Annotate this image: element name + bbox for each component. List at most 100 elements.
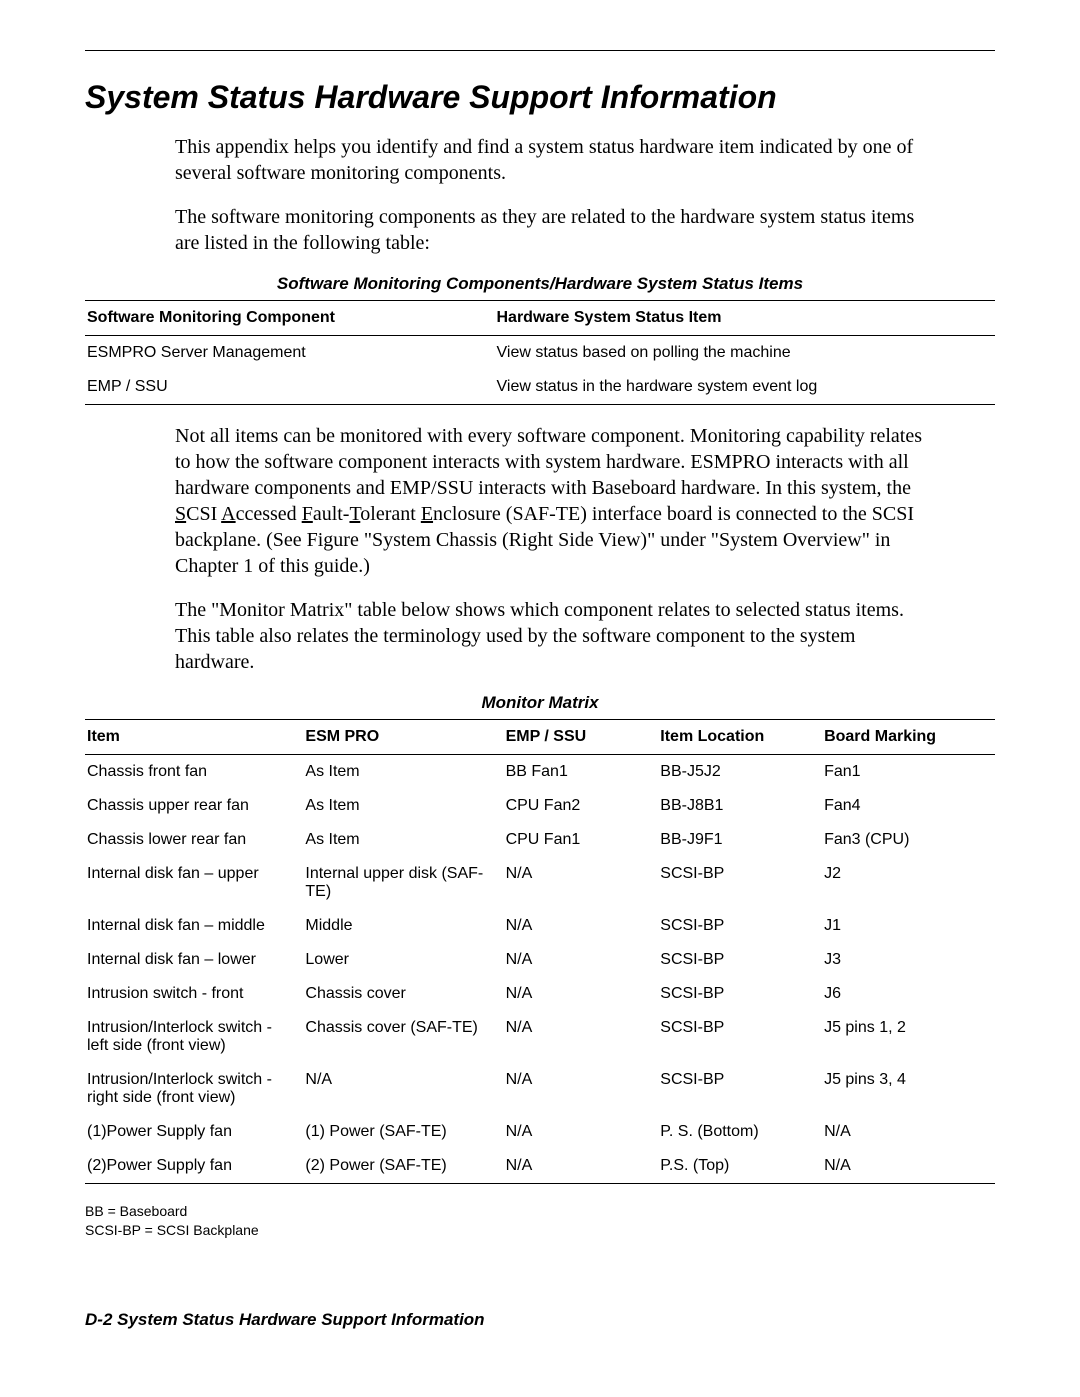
table-cell: SCSI-BP [658,909,822,943]
table-cell: EMP / SSU [85,370,495,405]
table-cell: N/A [504,909,659,943]
table-cell: ESMPRO Server Management [85,336,495,371]
table2-col-1: ESM PRO [303,720,503,755]
table-row: Intrusion/Interlock switch - left side (… [85,1011,995,1063]
footnote-2: SCSI-BP = SCSI Backplane [85,1221,995,1240]
table-row: (1)Power Supply fan(1) Power (SAF-TE)N/A… [85,1115,995,1149]
table-cell: Chassis upper rear fan [85,789,303,823]
table2-col-2: EMP / SSU [504,720,659,755]
table-cell: N/A [504,1011,659,1063]
table-cell: SCSI-BP [658,977,822,1011]
table-cell: Intrusion switch - front [85,977,303,1011]
table-cell: Fan4 [822,789,995,823]
table-cell: As Item [303,789,503,823]
table-cell: Internal disk fan – lower [85,943,303,977]
table-cell: SCSI-BP [658,1063,822,1115]
table-cell: (1) Power (SAF-TE) [303,1115,503,1149]
table-row: Internal disk fan – upperInternal upper … [85,857,995,909]
mid-block: Not all items can be monitored with ever… [175,423,935,675]
page-footer: D-2 System Status Hardware Support Infor… [85,1310,995,1330]
table1-caption: Software Monitoring Components/Hardware … [85,274,995,294]
table-cell: SCSI-BP [658,1011,822,1063]
safte-r3: ault- [313,503,350,525]
intro-paragraph-1: This appendix helps you identify and fin… [175,134,935,186]
page-title: System Status Hardware Support Informati… [85,79,995,116]
table-row: Intrusion/Interlock switch - right side … [85,1063,995,1115]
table-cell: View status based on polling the machine [495,336,996,371]
table-cell: CPU Fan1 [504,823,659,857]
table-cell: N/A [504,977,659,1011]
table-cell: (1)Power Supply fan [85,1115,303,1149]
table-row: Chassis front fanAs ItemBB Fan1BB-J5J2Fa… [85,755,995,790]
table-cell: Chassis front fan [85,755,303,790]
table-cell: Lower [303,943,503,977]
safte-a: A [221,503,235,525]
table1-col-0: Software Monitoring Component [85,301,495,336]
table-cell: BB Fan1 [504,755,659,790]
table-cell: N/A [504,943,659,977]
table2-col-4: Board Marking [822,720,995,755]
table-cell: J1 [822,909,995,943]
safte-t: T [349,503,360,525]
table2-footnotes: BB = Baseboard SCSI-BP = SCSI Backplane [85,1202,995,1240]
table-cell: Middle [303,909,503,943]
table-header-row: Software Monitoring Component Hardware S… [85,301,995,336]
table-row: (2)Power Supply fan(2) Power (SAF-TE)N/A… [85,1149,995,1184]
table-cell: Fan3 (CPU) [822,823,995,857]
top-rule [85,50,995,51]
table-cell: Fan1 [822,755,995,790]
table-cell: P. S. (Bottom) [658,1115,822,1149]
table-cell: Internal disk fan – middle [85,909,303,943]
table-row: EMP / SSUView status in the hardware sys… [85,370,995,405]
table-row: Internal disk fan – lowerLowerN/ASCSI-BP… [85,943,995,977]
table-cell: J5 pins 3, 4 [822,1063,995,1115]
table-cell: View status in the hardware system event… [495,370,996,405]
safte-r4: olerant [360,503,421,525]
table-cell: BB-J9F1 [658,823,822,857]
table-cell: As Item [303,823,503,857]
table-cell: N/A [822,1149,995,1184]
monitor-matrix-table: Item ESM PRO EMP / SSU Item Location Boa… [85,719,995,1184]
table-row: Internal disk fan – middleMiddleN/ASCSI-… [85,909,995,943]
safte-f: F [302,503,313,525]
table-cell: Internal disk fan – upper [85,857,303,909]
intro-paragraph-2: The software monitoring components as th… [175,204,935,256]
table-cell: P.S. (Top) [658,1149,822,1184]
table-cell: Intrusion/Interlock switch - right side … [85,1063,303,1115]
table-row: Intrusion switch - frontChassis coverN/A… [85,977,995,1011]
table-cell: BB-J8B1 [658,789,822,823]
table-row: Chassis lower rear fanAs ItemCPU Fan1BB-… [85,823,995,857]
table2-caption: Monitor Matrix [85,693,995,713]
table-cell: J6 [822,977,995,1011]
table-cell: As Item [303,755,503,790]
mid-paragraph-1: Not all items can be monitored with ever… [175,423,935,579]
table-cell: Chassis cover (SAF-TE) [303,1011,503,1063]
mid-paragraph-2: The "Monitor Matrix" table below shows w… [175,597,935,675]
table-cell: (2) Power (SAF-TE) [303,1149,503,1184]
table-cell: J2 [822,857,995,909]
safte-s: S [175,503,186,525]
table-cell: N/A [504,1149,659,1184]
components-table: Software Monitoring Component Hardware S… [85,300,995,405]
intro-block: This appendix helps you identify and fin… [175,134,935,256]
table-cell: N/A [822,1115,995,1149]
table-cell: Chassis cover [303,977,503,1011]
table2-col-3: Item Location [658,720,822,755]
table-cell: SCSI-BP [658,943,822,977]
table-cell: BB-J5J2 [658,755,822,790]
table-cell: CPU Fan2 [504,789,659,823]
table-cell: N/A [303,1063,503,1115]
table-row: ESMPRO Server ManagementView status base… [85,336,995,371]
table-cell: SCSI-BP [658,857,822,909]
safte-e: E [421,503,433,525]
table-row: Chassis upper rear fanAs ItemCPU Fan2BB-… [85,789,995,823]
table-cell: Chassis lower rear fan [85,823,303,857]
table-cell: N/A [504,857,659,909]
table-cell: (2)Power Supply fan [85,1149,303,1184]
table-cell: Internal upper disk (SAF-TE) [303,857,503,909]
table-header-row: Item ESM PRO EMP / SSU Item Location Boa… [85,720,995,755]
table-cell: N/A [504,1115,659,1149]
safte-r1: CSI [186,503,221,525]
table-cell: J5 pins 1, 2 [822,1011,995,1063]
footnote-1: BB = Baseboard [85,1202,995,1221]
